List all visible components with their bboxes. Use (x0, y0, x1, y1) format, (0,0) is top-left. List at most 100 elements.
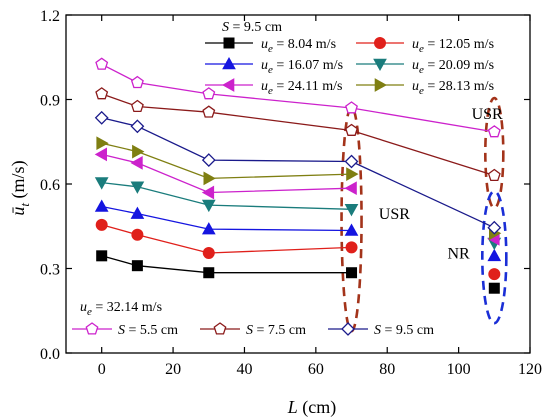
legend-label: ue = 20.09 m/s (412, 58, 494, 76)
series-line (101, 93, 495, 177)
legend-entry: ue = 8.04 m/s (205, 37, 336, 55)
legend-entry: ue = 20.09 m/s (356, 58, 494, 76)
legend-entry: ue = 12.05 m/s (356, 37, 494, 55)
legend-label: ue = 16.07 m/s (261, 58, 343, 76)
x-tick-label: 40 (236, 361, 252, 378)
data-point (344, 204, 359, 217)
data-point (95, 218, 108, 231)
data-point (201, 153, 216, 168)
data-point (202, 105, 216, 118)
usr-group-ellipse (484, 96, 505, 210)
data-point (95, 87, 109, 100)
data-point (94, 199, 109, 212)
series-9 (94, 110, 502, 235)
data-point (487, 248, 502, 262)
legend-entry: S = 9.5 cm (328, 322, 434, 338)
data-point (345, 241, 358, 254)
series-line (101, 224, 352, 254)
y-tick-label: 1.2 (40, 8, 60, 25)
y-tick-label: 0.6 (40, 177, 60, 194)
data-point (130, 119, 145, 134)
legend-marker (85, 322, 99, 335)
data-point (488, 268, 501, 281)
data-point (345, 101, 358, 114)
series-line (101, 153, 352, 194)
legend-top: S = 9.5 cm ue = 8.04 m/s ue = 12.05 m/s ue … (205, 20, 494, 97)
legend-entry: ue = 24.11 m/s (205, 78, 343, 97)
series-8 (95, 87, 501, 182)
data-point (96, 250, 108, 262)
legend-marker (374, 78, 388, 92)
data-point (130, 181, 145, 194)
data-point (488, 282, 500, 294)
data-point (344, 181, 357, 196)
x-tick-label: 0 (98, 361, 106, 378)
data-point (131, 228, 144, 241)
legend-marker (221, 78, 235, 92)
data-point (203, 267, 215, 279)
data-point (130, 75, 144, 89)
data-point (346, 267, 358, 279)
data-point (487, 125, 501, 138)
series-7 (95, 57, 501, 138)
legend-label: S = 9.5 cm (374, 323, 434, 338)
data-point (344, 223, 359, 236)
legend-entry: ue = 16.07 m/s (205, 56, 343, 76)
data-point (130, 99, 144, 113)
legend-marker (213, 322, 227, 335)
nr-group-ellipse (481, 189, 508, 325)
series-2 (95, 218, 501, 281)
series-5 (94, 147, 500, 246)
y-tick-label: 0.9 (40, 93, 60, 110)
y-tick-label: 0.0 (40, 346, 60, 363)
series-6 (96, 136, 502, 241)
data-point (130, 156, 143, 170)
data-point (201, 199, 216, 213)
legend-marker (223, 37, 235, 49)
legend-marker (374, 37, 386, 49)
data-point (203, 171, 216, 186)
series-3 (94, 199, 502, 262)
x-tick-label: 20 (165, 361, 181, 378)
data-point (94, 110, 109, 125)
data-point (346, 167, 359, 181)
legend-entry: S = 7.5 cm (200, 322, 306, 338)
legend-entry: ue = 28.13 m/s (356, 78, 494, 97)
data-point (487, 220, 502, 235)
legend-label: ue = 24.11 m/s (261, 79, 343, 97)
y-axis-label: ūt (m/s) (8, 160, 32, 215)
data-point (96, 136, 109, 151)
data-point (94, 147, 107, 162)
data-point (131, 260, 143, 272)
legend-marker (373, 58, 387, 72)
annotation-label: NR (447, 246, 470, 263)
series-line (101, 181, 352, 210)
y-tick-label: 0.3 (40, 262, 60, 279)
series-4 (94, 177, 502, 251)
series-1 (96, 250, 500, 294)
data-point (201, 222, 216, 235)
annotation-label: USR (379, 206, 410, 223)
data-point (201, 185, 215, 200)
series-line (101, 63, 495, 133)
legend-header: S = 9.5 cm (222, 20, 282, 35)
data-point (95, 57, 109, 70)
data-point (202, 247, 215, 260)
data-point (487, 168, 501, 182)
data-point (94, 177, 109, 190)
x-axis-label: L (cm) (287, 397, 337, 418)
usr-group-ellipse (340, 105, 363, 333)
legend-marker (341, 322, 355, 336)
legend-marker (222, 56, 236, 70)
data-point (345, 123, 358, 136)
data-point (202, 87, 216, 100)
legend-label: ue = 28.13 m/s (412, 79, 494, 97)
annotation-label: USR (472, 106, 503, 123)
data-point (132, 144, 145, 159)
legend-header: ue = 32.14 m/s (80, 300, 162, 318)
legend-label: S = 5.5 cm (118, 323, 178, 338)
x-tick-label: 100 (447, 361, 471, 378)
series-line (101, 205, 352, 232)
series-line (101, 142, 352, 180)
legend-label: ue = 12.05 m/s (412, 37, 494, 55)
